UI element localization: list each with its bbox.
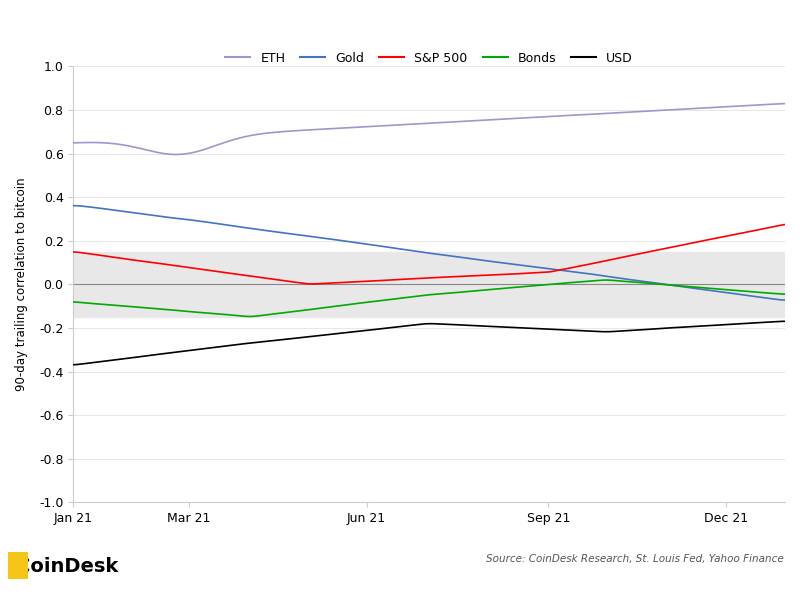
USD bbox=[356, 328, 366, 335]
USD bbox=[747, 319, 757, 326]
Line: S&P 500: S&P 500 bbox=[74, 224, 785, 284]
ETH bbox=[266, 129, 276, 136]
Bonds bbox=[245, 313, 254, 320]
ETH bbox=[170, 151, 180, 158]
Bonds bbox=[682, 283, 692, 290]
Line: USD: USD bbox=[74, 321, 785, 365]
S&P 500 bbox=[354, 278, 363, 286]
Line: ETH: ETH bbox=[74, 104, 785, 154]
S&P 500 bbox=[264, 275, 274, 282]
Legend: ETH, Gold, S&P 500, Bonds, USD: ETH, Gold, S&P 500, Bonds, USD bbox=[221, 47, 638, 70]
USD bbox=[219, 343, 229, 350]
Bonds bbox=[600, 277, 610, 284]
USD bbox=[69, 361, 78, 368]
Text: CoinDesk: CoinDesk bbox=[16, 557, 118, 576]
Gold bbox=[356, 240, 366, 247]
USD bbox=[264, 338, 274, 345]
S&P 500 bbox=[307, 280, 317, 287]
Bonds bbox=[358, 299, 367, 307]
Bonds bbox=[751, 289, 761, 296]
Bonds bbox=[780, 290, 790, 298]
Line: Bonds: Bonds bbox=[74, 280, 785, 316]
Gold bbox=[69, 202, 78, 209]
Bar bbox=[74, 251, 785, 317]
ETH bbox=[780, 100, 790, 107]
S&P 500 bbox=[219, 269, 229, 276]
Y-axis label: 90-day trailing correlation to bitcoin: 90-day trailing correlation to bitcoin bbox=[15, 178, 28, 391]
ETH bbox=[749, 101, 758, 109]
S&P 500 bbox=[358, 278, 367, 285]
USD bbox=[352, 328, 362, 335]
Gold bbox=[678, 283, 688, 290]
Gold bbox=[219, 221, 229, 228]
ETH bbox=[358, 124, 367, 131]
ETH bbox=[354, 124, 363, 131]
ETH bbox=[681, 106, 690, 113]
Gold bbox=[780, 296, 790, 304]
Gold bbox=[747, 292, 757, 299]
Bonds bbox=[266, 311, 276, 318]
ETH bbox=[221, 139, 230, 146]
S&P 500 bbox=[749, 227, 758, 235]
Text: Source: CoinDesk Research, St. Louis Fed, Yahoo Finance: Source: CoinDesk Research, St. Louis Fed… bbox=[486, 554, 784, 564]
Bonds bbox=[354, 299, 363, 307]
S&P 500 bbox=[780, 221, 790, 228]
S&P 500 bbox=[69, 248, 78, 256]
Bonds bbox=[69, 298, 78, 305]
S&P 500 bbox=[681, 241, 690, 248]
Line: Gold: Gold bbox=[74, 206, 785, 300]
Gold bbox=[264, 227, 274, 235]
Bonds bbox=[219, 311, 229, 318]
USD bbox=[780, 317, 790, 325]
Gold bbox=[352, 239, 362, 247]
ETH bbox=[69, 139, 78, 146]
USD bbox=[678, 323, 688, 331]
